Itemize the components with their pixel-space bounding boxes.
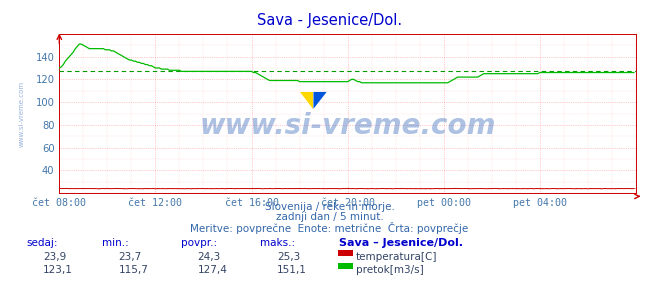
Text: zadnji dan / 5 minut.: zadnji dan / 5 minut.: [275, 212, 384, 222]
Text: sedaj:: sedaj:: [26, 238, 58, 248]
Text: 151,1: 151,1: [277, 265, 306, 274]
Text: povpr.:: povpr.:: [181, 238, 217, 248]
Text: www.si-vreme.com: www.si-vreme.com: [200, 112, 496, 140]
Text: 123,1: 123,1: [43, 265, 72, 274]
Text: temperatura[C]: temperatura[C]: [356, 252, 438, 261]
Text: 115,7: 115,7: [119, 265, 148, 274]
Text: min.:: min.:: [102, 238, 129, 248]
Text: Sava – Jesenice/Dol.: Sava – Jesenice/Dol.: [339, 238, 463, 248]
Text: Slovenija / reke in morje.: Slovenija / reke in morje.: [264, 202, 395, 212]
Text: www.si-vreme.com: www.si-vreme.com: [19, 80, 25, 147]
Text: maks.:: maks.:: [260, 238, 295, 248]
Text: 127,4: 127,4: [198, 265, 227, 274]
Text: 24,3: 24,3: [198, 252, 221, 261]
Text: 25,3: 25,3: [277, 252, 300, 261]
Text: 23,9: 23,9: [43, 252, 66, 261]
Text: Sava - Jesenice/Dol.: Sava - Jesenice/Dol.: [257, 13, 402, 28]
Text: Meritve: povprečne  Enote: metrične  Črta: povprečje: Meritve: povprečne Enote: metrične Črta:…: [190, 222, 469, 235]
Text: 23,7: 23,7: [119, 252, 142, 261]
Text: pretok[m3/s]: pretok[m3/s]: [356, 265, 424, 274]
